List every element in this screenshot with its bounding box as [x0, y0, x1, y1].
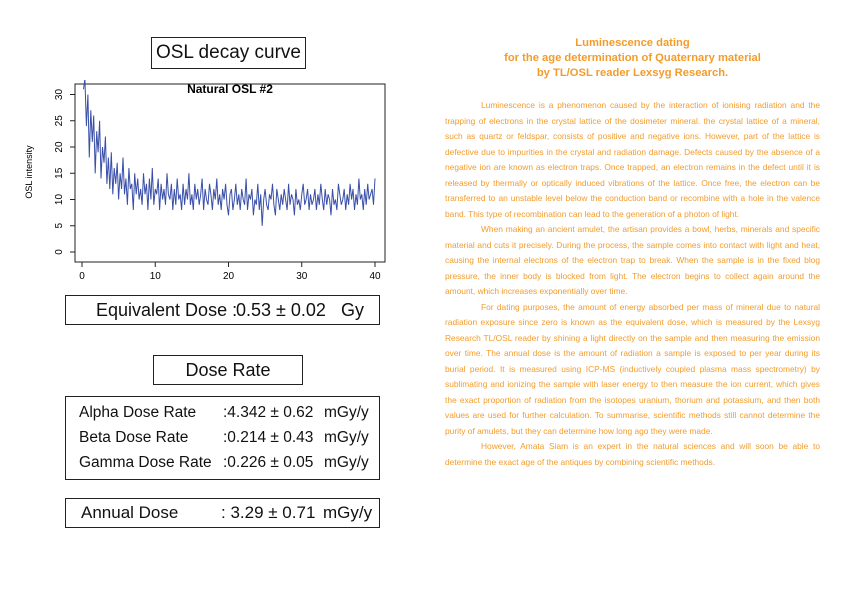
article-body: Luminescence is a phenomenon caused by t…	[445, 98, 820, 470]
beta-dose-rate-unit: mGy/y	[324, 429, 369, 446]
article-title-line: Luminescence dating	[575, 37, 690, 49]
article: Luminescence dating for the age determin…	[445, 36, 820, 470]
y-tick-label: 15	[54, 167, 65, 179]
article-title-line: for the age determination of Quaternary …	[504, 52, 761, 64]
gamma-dose-rate-row: Gamma Dose Rate :0.226 ± 0.05 mGy/y	[66, 452, 379, 474]
equivalent-dose-label: Equivalent Dose :	[96, 300, 238, 320]
gamma-dose-rate-unit: mGy/y	[324, 454, 369, 471]
gamma-dose-rate-value: :0.226 ± 0.05	[223, 454, 314, 471]
x-tick-label: 30	[296, 271, 308, 282]
y-tick-label: 30	[54, 89, 65, 101]
osl-series-line	[83, 80, 376, 226]
article-paragraph: However, Amata Siam is an expert in the …	[445, 441, 820, 467]
annual-dose-value: : 3.29 ± 0.71	[221, 503, 316, 522]
x-tick-label: 0	[79, 271, 85, 282]
x-tick-label: 40	[369, 271, 381, 282]
y-axis-label: OSL intensity	[24, 145, 34, 199]
alpha-dose-rate-unit: mGy/y	[324, 404, 369, 421]
chart-title: Natural OSL #2	[187, 82, 273, 96]
article-paragraph: When making an ancient amulet, the artis…	[445, 224, 820, 296]
x-tick-label: 10	[150, 271, 162, 282]
y-tick-label: 20	[54, 141, 65, 153]
alpha-dose-rate-value: :4.342 ± 0.62	[223, 404, 314, 421]
alpha-dose-rate-row: Alpha Dose Rate :4.342 ± 0.62 mGy/y	[66, 402, 379, 424]
y-tick-label: 0	[54, 249, 65, 255]
y-tick-label: 10	[54, 194, 65, 206]
y-tick-label: 25	[54, 115, 65, 127]
osl-decay-chart: Natural OSL #2 OSL intensity 0 10 20 30 40 0 5…	[24, 80, 386, 282]
article-paragraph: For dating purposes, the amount of energ…	[445, 301, 820, 436]
equivalent-dose-box: Equivalent Dose : 0.53 ± 0.02 Gy	[65, 295, 380, 325]
beta-dose-rate-label: Beta Dose Rate	[79, 429, 189, 446]
article-title: Luminescence dating for the age determin…	[445, 36, 820, 81]
annual-dose-box: Annual Dose : 3.29 ± 0.71 mGy/y	[65, 498, 380, 528]
annual-dose-label: Annual Dose	[81, 503, 179, 522]
article-paragraph: Luminescence is a phenomenon caused by t…	[445, 100, 820, 219]
beta-dose-rate-row: Beta Dose Rate :0.214 ± 0.43 mGy/y	[66, 427, 379, 449]
y-tick-label: 5	[54, 223, 65, 229]
equivalent-dose-value: 0.53 ± 0.02	[236, 300, 326, 320]
dose-rates-box: Alpha Dose Rate :4.342 ± 0.62 mGy/y Beta…	[65, 396, 380, 480]
beta-dose-rate-value: :0.214 ± 0.43	[223, 429, 314, 446]
gamma-dose-rate-label: Gamma Dose Rate	[79, 454, 212, 471]
article-title-line: by TL/OSL reader Lexsyg Research.	[536, 67, 729, 79]
osl-decay-title: OSL decay curve	[151, 37, 306, 69]
equivalent-dose-unit: Gy	[341, 300, 365, 320]
plot-frame	[74, 83, 386, 263]
dose-rate-title: Dose Rate	[153, 355, 303, 385]
alpha-dose-rate-label: Alpha Dose Rate	[79, 404, 197, 421]
x-tick-label: 20	[223, 271, 235, 282]
annual-dose-unit: mGy/y	[323, 503, 373, 522]
